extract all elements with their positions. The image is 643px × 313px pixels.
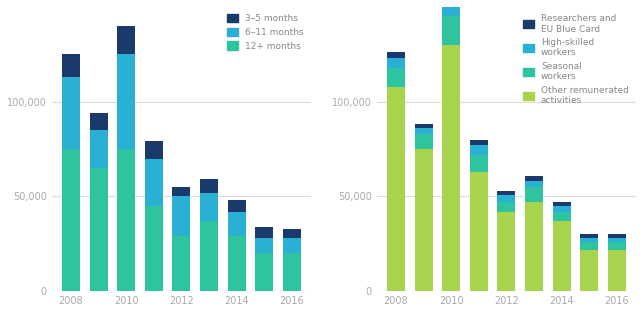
Bar bbox=[387, 68, 405, 86]
Bar bbox=[442, 45, 460, 291]
Bar bbox=[415, 134, 433, 149]
Bar bbox=[283, 229, 301, 238]
Bar bbox=[442, 16, 460, 45]
Bar bbox=[415, 149, 433, 291]
Bar bbox=[228, 212, 246, 236]
Bar bbox=[89, 113, 107, 130]
Bar bbox=[525, 176, 543, 181]
Bar bbox=[580, 242, 598, 249]
Bar bbox=[608, 238, 626, 242]
Bar bbox=[145, 206, 163, 291]
Bar bbox=[498, 195, 515, 202]
Bar bbox=[415, 128, 433, 134]
Bar bbox=[470, 145, 488, 155]
Bar bbox=[552, 202, 570, 206]
Bar bbox=[608, 249, 626, 291]
Bar bbox=[470, 140, 488, 145]
Bar bbox=[228, 200, 246, 212]
Bar bbox=[117, 54, 135, 149]
Bar bbox=[498, 191, 515, 195]
Bar bbox=[255, 238, 273, 253]
Bar bbox=[580, 249, 598, 291]
Bar bbox=[117, 149, 135, 291]
Bar bbox=[608, 234, 626, 238]
Bar bbox=[552, 212, 570, 221]
Bar bbox=[172, 197, 190, 236]
Bar bbox=[62, 149, 80, 291]
Bar bbox=[442, 7, 460, 16]
Bar bbox=[62, 77, 80, 149]
Bar bbox=[117, 26, 135, 54]
Bar bbox=[255, 227, 273, 238]
Bar bbox=[608, 242, 626, 249]
Bar bbox=[145, 141, 163, 159]
Bar bbox=[62, 54, 80, 77]
Bar bbox=[387, 52, 405, 58]
Bar bbox=[283, 253, 301, 291]
Bar bbox=[387, 58, 405, 68]
Bar bbox=[228, 236, 246, 291]
Bar bbox=[525, 187, 543, 202]
Bar bbox=[580, 238, 598, 242]
Bar bbox=[552, 206, 570, 212]
Bar bbox=[470, 172, 488, 291]
Bar bbox=[552, 221, 570, 291]
Bar bbox=[89, 168, 107, 291]
Bar bbox=[145, 159, 163, 206]
Bar bbox=[283, 238, 301, 253]
Bar bbox=[498, 202, 515, 212]
Bar bbox=[172, 236, 190, 291]
Bar bbox=[200, 193, 218, 221]
Bar bbox=[498, 212, 515, 291]
Bar bbox=[580, 234, 598, 238]
Bar bbox=[525, 181, 543, 187]
Legend: Researchers and
EU Blue Card, High-skilled
workers, Seasonal
workers, Other remu: Researchers and EU Blue Card, High-skill… bbox=[520, 12, 631, 108]
Bar bbox=[255, 253, 273, 291]
Bar bbox=[200, 221, 218, 291]
Bar bbox=[200, 179, 218, 193]
Bar bbox=[442, 0, 460, 7]
Bar bbox=[470, 155, 488, 172]
Bar bbox=[387, 86, 405, 291]
Bar bbox=[415, 125, 433, 128]
Bar bbox=[525, 202, 543, 291]
Bar bbox=[89, 130, 107, 168]
Bar bbox=[172, 187, 190, 197]
Legend: 3–5 months, 6–11 months, 12+ months: 3–5 months, 6–11 months, 12+ months bbox=[224, 12, 307, 53]
